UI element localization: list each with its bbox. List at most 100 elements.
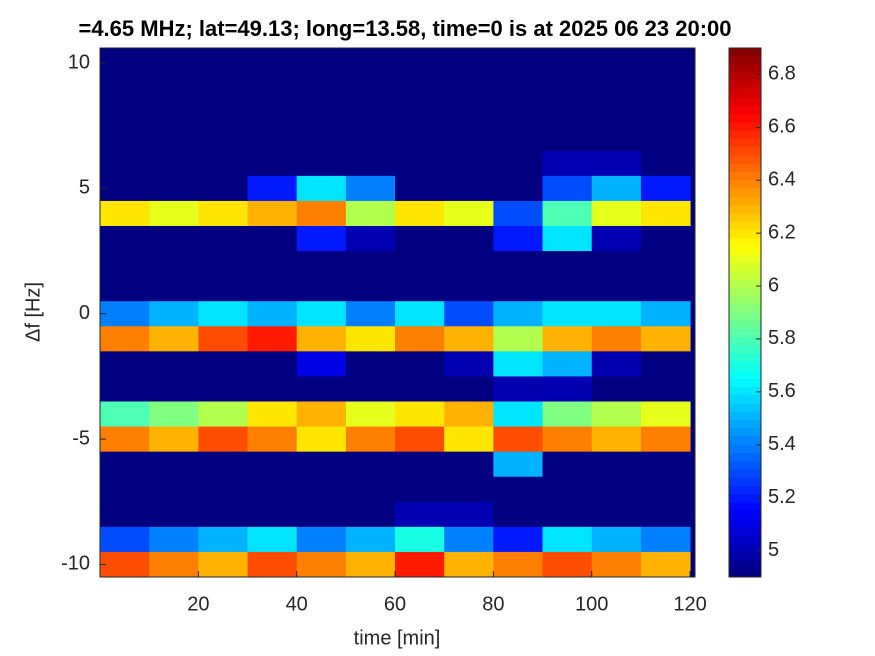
heatmap-cell xyxy=(198,451,249,478)
heatmap-cell xyxy=(640,451,691,478)
heatmap-cell xyxy=(296,501,347,528)
heatmap-cell xyxy=(296,276,347,302)
heatmap-cell xyxy=(444,100,494,127)
heatmap-cell xyxy=(493,551,544,577)
heatmap-cell xyxy=(198,125,249,152)
heatmap-cell xyxy=(444,125,494,152)
heatmap-cell xyxy=(198,251,249,277)
heatmap-cell xyxy=(198,276,249,302)
heatmap-cell xyxy=(395,351,445,377)
heatmap-cell xyxy=(247,200,298,227)
heatmap-cell xyxy=(444,476,494,503)
heatmap-cell xyxy=(247,125,298,152)
heatmap-cell xyxy=(444,50,494,77)
heatmap-cell xyxy=(395,526,445,553)
colorbar-tick-label: 6.2 xyxy=(768,221,796,243)
heatmap-cell xyxy=(542,326,593,352)
heatmap-cell xyxy=(149,251,199,277)
x-tick-label: 20 xyxy=(187,593,209,615)
heatmap-cell xyxy=(247,251,298,277)
heatmap-cell xyxy=(149,326,199,352)
heatmap-cell xyxy=(247,501,298,528)
heatmap-cell xyxy=(345,50,396,77)
heatmap-cell xyxy=(444,75,494,102)
colorbar-step xyxy=(729,138,761,148)
heatmap-cell xyxy=(296,476,347,503)
heatmap-cell xyxy=(296,100,347,127)
heatmap-cell xyxy=(149,150,199,177)
heatmap-cell xyxy=(296,150,347,177)
colorbar-step xyxy=(729,229,761,239)
y-tick-label: 5 xyxy=(79,177,90,199)
colorbar-step xyxy=(729,568,761,578)
heatmap-cell xyxy=(542,476,593,503)
colorbar-step xyxy=(729,114,761,123)
colorbar-step xyxy=(729,552,761,561)
colorbar-step xyxy=(729,171,761,181)
heatmap-cell xyxy=(640,100,691,127)
heatmap-cell xyxy=(100,351,150,377)
colorbar-step xyxy=(729,428,761,437)
heatmap-cell xyxy=(591,50,642,77)
heatmap-cell xyxy=(591,200,642,227)
heatmap-cell xyxy=(149,526,199,553)
colorbar-step xyxy=(729,180,761,190)
heatmap-cell xyxy=(198,200,249,227)
heatmap-cell xyxy=(493,351,544,377)
heatmap-cell xyxy=(395,276,445,302)
colorbar-step xyxy=(729,386,761,396)
heatmap-cell xyxy=(395,175,445,202)
heatmap-cell xyxy=(542,501,593,528)
heatmap-cell xyxy=(296,175,347,202)
heatmap-cell xyxy=(493,401,544,428)
heatmap-cell xyxy=(345,301,396,327)
x-axis-label: time [min] xyxy=(354,627,441,649)
heatmap-cell xyxy=(444,426,494,453)
heatmap-cell xyxy=(296,526,347,553)
heatmap-cell xyxy=(345,501,396,528)
heatmap-cell xyxy=(345,351,396,377)
heatmap-cell xyxy=(591,125,642,152)
heatmap-cell xyxy=(247,175,298,202)
heatmap-cell xyxy=(493,301,544,327)
heatmap-cell xyxy=(493,226,544,252)
colorbar-frame xyxy=(728,47,762,578)
heatmap-cell xyxy=(100,526,150,553)
heatmap-cell xyxy=(542,100,593,127)
colorbar-step xyxy=(729,378,761,388)
heatmap-cell xyxy=(247,50,298,77)
heatmap-cell xyxy=(591,251,642,277)
colorbar-step xyxy=(729,461,761,471)
colorbar-step xyxy=(729,535,761,545)
heatmap-cell xyxy=(100,125,150,152)
heatmap-cell xyxy=(591,401,642,428)
plot-frame xyxy=(99,47,696,578)
heatmap-cell xyxy=(198,401,249,428)
heatmap-cell xyxy=(345,376,396,403)
colorbar-step xyxy=(729,486,761,495)
heatmap-cell xyxy=(247,276,298,302)
colorbar-step xyxy=(729,89,761,99)
heatmap-cell xyxy=(640,50,691,77)
heatmap-cell xyxy=(100,451,150,478)
heatmap-cell xyxy=(444,526,494,553)
heatmap-cell xyxy=(493,200,544,227)
heatmap-cell xyxy=(100,426,150,453)
heatmap-cell xyxy=(591,426,642,453)
heatmap-cell xyxy=(395,251,445,277)
heatmap-cell xyxy=(247,226,298,252)
heatmap-cell xyxy=(640,476,691,503)
heatmap-cell xyxy=(493,526,544,553)
heatmap-cell xyxy=(542,351,593,377)
heatmap-cell xyxy=(542,200,593,227)
heatmap-cell xyxy=(100,551,150,577)
colorbar-step xyxy=(729,436,761,446)
heatmap-cell xyxy=(395,551,445,577)
colorbar-step xyxy=(729,444,761,454)
heatmap-cell xyxy=(149,551,199,577)
colorbar-step xyxy=(729,279,761,289)
heatmap-cell xyxy=(395,200,445,227)
colorbar-step xyxy=(729,97,761,107)
heatmap-cell xyxy=(444,276,494,302)
colorbar-step xyxy=(729,320,761,330)
